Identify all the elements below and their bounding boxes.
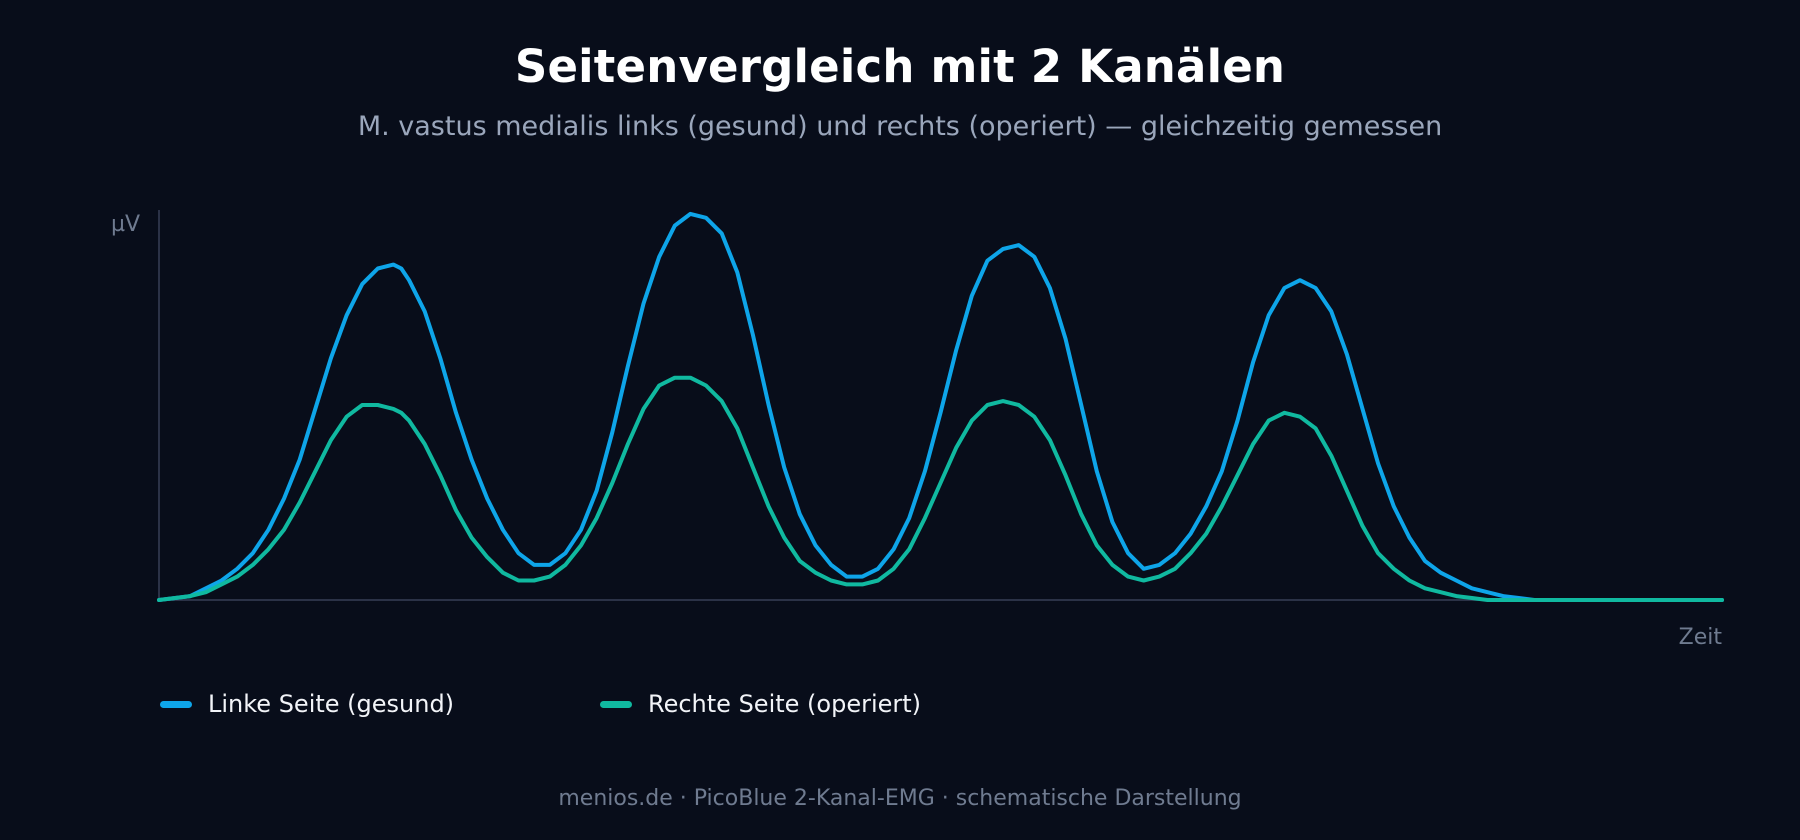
legend-item-right: Rechte Seite (operiert) (600, 690, 921, 718)
legend-swatch-left (160, 700, 192, 708)
legend-item-left: Linke Seite (gesund) (160, 690, 454, 718)
footer-credit: menios.de · PicoBlue 2-Kanal-EMG · schem… (558, 786, 1242, 811)
series-layer (157, 211, 1724, 602)
chart-subtitle: M. vastus medialis links (gesund) und re… (357, 111, 1443, 142)
chart-title: Seitenvergleich mit 2 Kanälen (514, 40, 1286, 93)
legend-label-right: Rechte Seite (operiert) (648, 690, 922, 718)
y-axis-label: µV (111, 212, 140, 237)
legend-label-left: Linke Seite (gesund) (208, 690, 455, 718)
x-axis-label: Zeit (1679, 625, 1723, 650)
series-line-left (157, 211, 1724, 602)
legend-swatch-right (600, 700, 632, 708)
series-line-right (157, 375, 1724, 602)
